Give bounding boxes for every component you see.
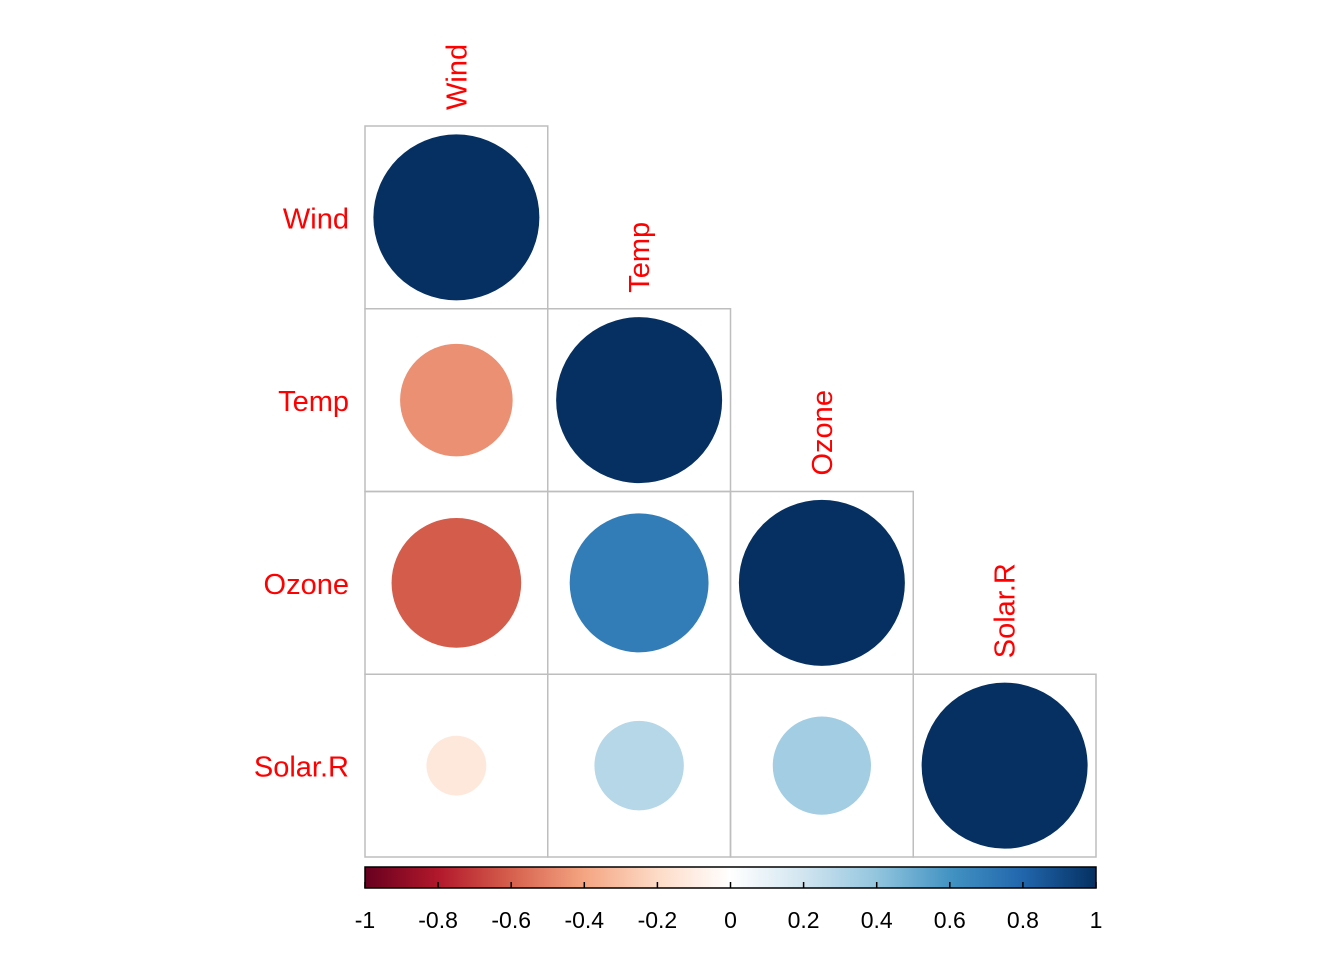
row-label-solar-r: Solar.R — [254, 752, 349, 784]
circle-temp-temp — [556, 317, 723, 484]
column-label-temp: Temp — [624, 222, 656, 293]
colorbar-tick-label: -1 — [355, 907, 375, 933]
circle-ozone-temp — [569, 513, 709, 653]
colorbar-tick-label: 0.2 — [788, 907, 820, 933]
circle-solar-r-wind — [426, 735, 487, 796]
column-label-solar-r: Solar.R — [990, 563, 1022, 658]
colorbar-tick-label: -0.2 — [638, 907, 678, 933]
circle-solar-r-temp — [594, 720, 684, 811]
circle-wind-wind — [373, 134, 540, 301]
circle-ozone-ozone — [738, 499, 905, 666]
column-label-wind: Wind — [441, 44, 473, 110]
colorbar-tick-label: -0.6 — [491, 907, 531, 933]
column-labels: Wind Temp Ozone Solar.R — [441, 44, 1021, 658]
row-label-ozone: Ozone — [264, 569, 349, 601]
row-label-temp: Temp — [278, 386, 349, 418]
colorbar-tick-label: -0.8 — [418, 907, 458, 933]
colorbar-tick-label: 0.6 — [934, 907, 966, 933]
colorbar: -1 -0.8 -0.6 -0.4 -0.2 0 0.2 0.4 0.6 0.8 1 — [355, 866, 1103, 933]
colorbar-tick-label: 0.8 — [1007, 907, 1039, 933]
colorbar-tick-label: 1 — [1090, 907, 1103, 933]
column-label-ozone: Ozone — [807, 390, 839, 475]
colorbar-tick-label: 0.4 — [861, 907, 893, 933]
colorbar-tick-label: 0 — [724, 907, 737, 933]
cell-solar-r-solar-r — [912, 673, 1097, 858]
circle-ozone-wind — [391, 518, 522, 648]
colorbar-tick-label: -0.4 — [564, 907, 604, 933]
circle-solar-r-ozone — [772, 716, 871, 815]
circle-temp-wind — [400, 343, 513, 457]
row-labels: Wind Temp Ozone Solar.R — [254, 203, 349, 783]
correlation-circles — [373, 134, 1088, 849]
row-label-wind: Wind — [283, 203, 349, 235]
matrix-cells — [364, 125, 1097, 858]
circle-solar-r-solar-r — [921, 682, 1088, 849]
